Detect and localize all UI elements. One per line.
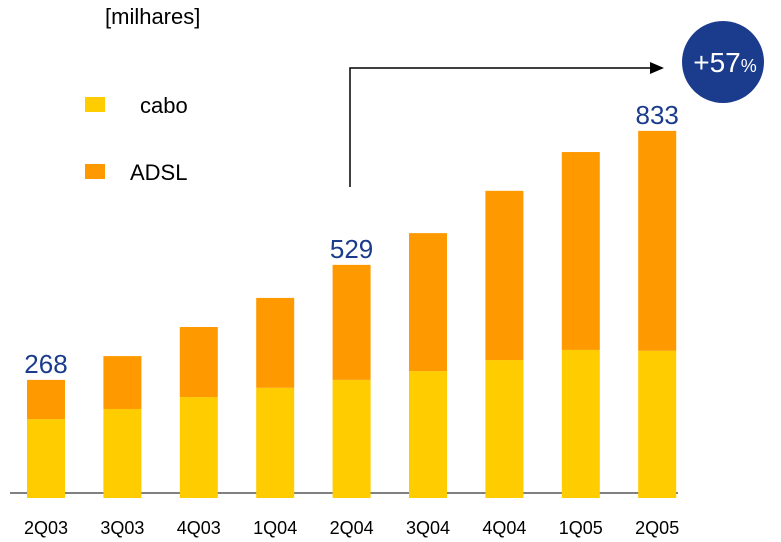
bar-segment bbox=[332, 379, 371, 498]
bar-segment bbox=[103, 356, 142, 409]
bar-segment bbox=[27, 379, 65, 420]
growth-label: +57% bbox=[693, 47, 757, 78]
x-tick-label: 3Q03 bbox=[100, 518, 144, 538]
data-label: 833 bbox=[636, 100, 679, 130]
bar-segment bbox=[103, 408, 142, 498]
x-tick-label: 2Q04 bbox=[330, 518, 374, 538]
subtitle: [milhares] bbox=[105, 4, 200, 29]
growth-badge bbox=[682, 21, 764, 103]
bar-segment bbox=[638, 350, 677, 498]
bar-segment bbox=[179, 327, 218, 398]
bar-segment bbox=[485, 190, 524, 361]
x-tick-label: 1Q04 bbox=[253, 518, 297, 538]
bar-segment bbox=[256, 387, 295, 498]
growth-arrow bbox=[349, 67, 652, 187]
data-label: 268 bbox=[24, 349, 67, 379]
x-tick-label: 3Q04 bbox=[406, 518, 450, 538]
bar-segment bbox=[332, 264, 371, 380]
bar-segment bbox=[638, 130, 677, 351]
bar-segment bbox=[561, 349, 600, 498]
bar-segment bbox=[485, 360, 524, 498]
x-tick-label: 2Q05 bbox=[635, 518, 679, 538]
legend-label: cabo bbox=[140, 93, 188, 118]
x-tick-label: 1Q05 bbox=[559, 518, 603, 538]
legend-swatch bbox=[85, 97, 105, 112]
growth-value: +57 bbox=[693, 47, 741, 78]
bar-segment bbox=[561, 152, 600, 350]
data-label: 529 bbox=[330, 234, 373, 264]
arrow-head bbox=[650, 62, 664, 74]
bar-segment bbox=[256, 297, 295, 388]
legend-swatch bbox=[85, 164, 105, 179]
bar-segment bbox=[27, 419, 65, 498]
x-tick-label: 4Q03 bbox=[177, 518, 221, 538]
bar-segment bbox=[409, 233, 447, 372]
bar-segment bbox=[409, 371, 447, 498]
x-tick-label: 2Q03 bbox=[24, 518, 68, 538]
growth-unit: % bbox=[741, 56, 757, 76]
legend-label: ADSL bbox=[130, 160, 187, 185]
x-tick-label: 4Q04 bbox=[482, 518, 526, 538]
bar-segment bbox=[179, 397, 218, 498]
